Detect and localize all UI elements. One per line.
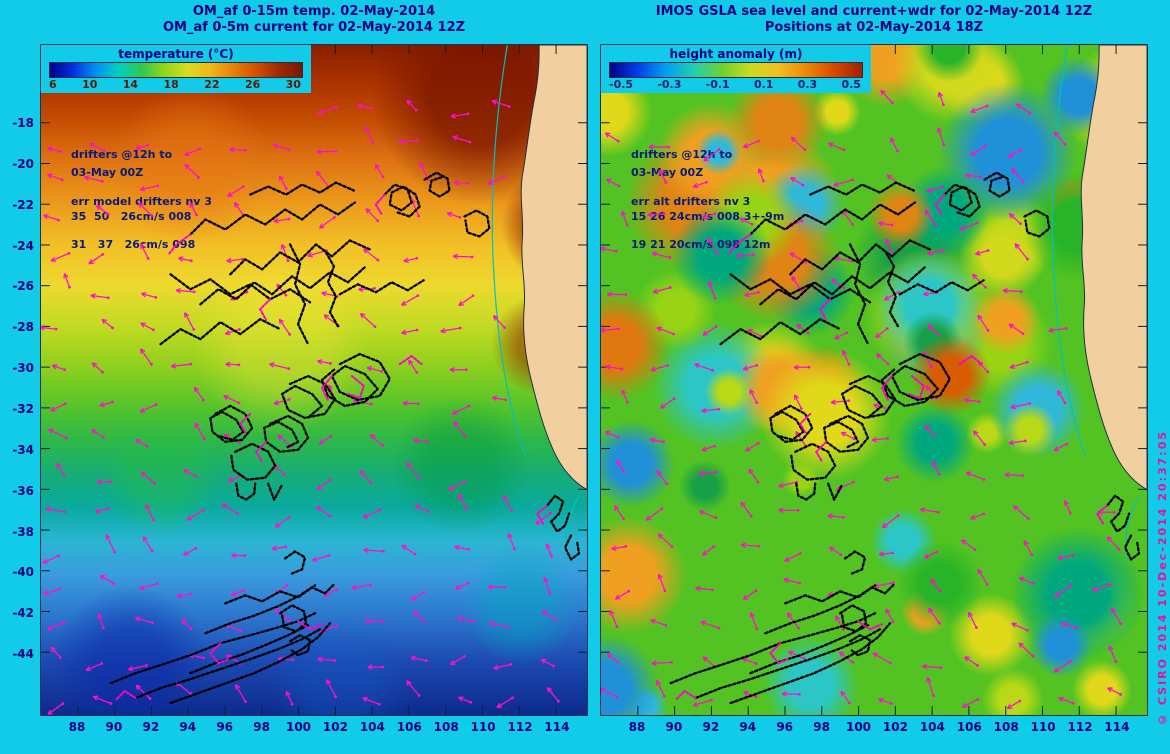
lat-tick-label: -26: [12, 279, 34, 294]
height-anomaly-colorbar: height anomaly (m) -0.5 -0.3 -0.1 0.1 0.3 0.5: [601, 45, 871, 93]
lat-tick-label: -42: [12, 606, 34, 621]
colorbar-tick-label: 30: [285, 78, 301, 91]
colorbar-tick-label: 18: [163, 78, 179, 91]
lon-tick-label: 100: [285, 720, 312, 734]
colorbar-tick-label: 14: [122, 78, 139, 91]
temperature-colorbar-title: temperature (°C): [118, 47, 234, 61]
lon-tick-label: 106: [956, 720, 982, 734]
lat-tick-label: -22: [12, 197, 34, 212]
lon-tick-label: 102: [882, 720, 908, 734]
colorbar-tick-label: 10: [82, 78, 98, 91]
temperature-colorbar-gradient: [49, 62, 303, 78]
colorbar-tick-label: -0.1: [705, 78, 730, 91]
right-panel-title: IMOS GSLA sea level and current+wdr for …: [600, 4, 1148, 36]
lon-tick-label: 90: [665, 720, 683, 734]
drifter-tracks: [109, 171, 581, 705]
colorbar-tick-label: 26: [244, 78, 261, 91]
lon-tick-label: 104: [919, 720, 945, 734]
lon-tick-label: 92: [142, 720, 160, 734]
drifter-tracks: [669, 171, 1141, 705]
sea-level-map-overlay: [601, 45, 1147, 715]
colorbar-tick-label: 22: [204, 78, 220, 91]
lat-tick-label: -24: [12, 238, 34, 253]
height-anomaly-colorbar-gradient: [609, 62, 863, 78]
lat-tick-label: -28: [12, 320, 34, 335]
colorbar-tick-label: -0.5: [609, 78, 634, 91]
left-title-line1: OM_af 0-15m temp. 02-May-2014: [192, 4, 436, 19]
lat-tick-label: -30: [12, 361, 34, 376]
lon-tick-label: 108: [993, 720, 1019, 734]
drifter-recent-segments: [115, 193, 549, 701]
height-anomaly-colorbar-title: height anomaly (m): [669, 47, 803, 61]
lon-tick-label: 96: [776, 720, 794, 734]
lon-tick-label: 92: [702, 720, 720, 734]
annotation-line: 15 26 24cm/s 008 3+-9m: [631, 210, 785, 223]
lon-tick-label: 94: [179, 720, 197, 734]
lat-tick-label: -20: [12, 156, 34, 171]
lon-tick-label: 114: [1104, 720, 1130, 734]
lon-tick-label: 112: [1067, 720, 1093, 734]
lon-tick-label: 102: [322, 720, 348, 734]
lon-tick-label: 114: [544, 720, 570, 734]
colorbar-tick-label: 0.5: [841, 78, 861, 91]
lat-tick-label: -34: [12, 442, 34, 457]
colorbar-tick-label: 0.3: [797, 78, 818, 91]
lon-tick-label: 90: [105, 720, 123, 734]
annotation-line: 19 21 20cm/s 098 12m: [631, 238, 771, 251]
annotation-line: drifters @12h to: [631, 148, 733, 161]
drifter-recent-segments: [675, 193, 1109, 701]
colorbar-tick-label: 0.1: [753, 78, 774, 91]
lon-tick-label: 106: [396, 720, 422, 734]
current-vectors: [41, 99, 560, 715]
lon-tick-label: 88: [628, 720, 646, 734]
annotation-line: 35 50 26cm/s 008: [71, 210, 192, 223]
temperature-colorbar: temperature (°C) 6 10 14 18 22 26 30: [41, 45, 311, 93]
lon-tick-label: 110: [470, 720, 496, 734]
annotation-line: 31 37 26cm/s 098: [71, 238, 196, 251]
lat-tick-label: -36: [12, 483, 34, 498]
temperature-map: drifters @12h to 03-May 00Z err model drif…: [40, 44, 588, 716]
lon-tick-label: 94: [739, 720, 757, 734]
temperature-colorbar-ticks: 6 10 14 18 22 26 30: [49, 79, 301, 91]
current-vectors: [601, 89, 1123, 710]
colorbar-tick-label: -0.3: [657, 78, 682, 91]
lon-tick-label: 100: [845, 720, 872, 734]
land-shape: [1080, 45, 1147, 491]
annotation-line: 03-May 00Z: [71, 166, 144, 179]
lon-tick-label: 98: [813, 720, 830, 734]
left-annotations: drifters @12h to 03-May 00Z err model drif…: [41, 45, 587, 715]
annotation-line: err alt drifters nv 3: [631, 195, 751, 208]
right-title-line1: IMOS GSLA sea level and current+wdr for …: [655, 4, 1093, 19]
annotation-line: 03-May 00Z: [631, 166, 704, 179]
lat-tick-label: -40: [12, 565, 34, 580]
colorbar-tick-label: 6: [49, 78, 57, 91]
lat-tick-label: -32: [12, 401, 34, 416]
temperature-map-overlay: [41, 45, 587, 715]
copyright-text: © CSIRO 2014 10-Dec-2014 20:37:05: [1156, 430, 1169, 726]
lon-tick-label: 110: [1030, 720, 1056, 734]
lon-tick-label: 96: [216, 720, 234, 734]
axis-ticks: [41, 45, 587, 715]
lon-tick-label: 88: [68, 720, 86, 734]
right-annotations: drifters @12h to 03-May 00Z err alt drifte…: [601, 45, 1147, 715]
land-shape: [520, 45, 587, 491]
sea-level-map: drifters @12h to 03-May 00Z err alt drifte…: [600, 44, 1148, 716]
lon-tick-label: 98: [253, 720, 270, 734]
lon-tick-label: 112: [507, 720, 533, 734]
lat-tick-label: -44: [12, 647, 34, 662]
lat-tick-label: -38: [12, 524, 34, 539]
lon-tick-label: 104: [359, 720, 385, 734]
annotation-line: err model drifters nv 3: [71, 195, 212, 208]
left-title-line2: OM_af 0-5m current for 02-May-2014 12Z: [162, 20, 465, 35]
lon-tick-label: 108: [433, 720, 459, 734]
right-title-line2: Positions at 02-May-2014 18Z: [764, 20, 984, 35]
lat-tick-label: -18: [12, 116, 34, 130]
annotation-line: drifters @12h to: [71, 148, 173, 161]
height-anomaly-colorbar-ticks: -0.5 -0.3 -0.1 0.1 0.3 0.5: [609, 79, 861, 91]
left-panel-title: OM_af 0-15m temp. 02-May-2014 OM_af 0-5m…: [40, 4, 588, 36]
